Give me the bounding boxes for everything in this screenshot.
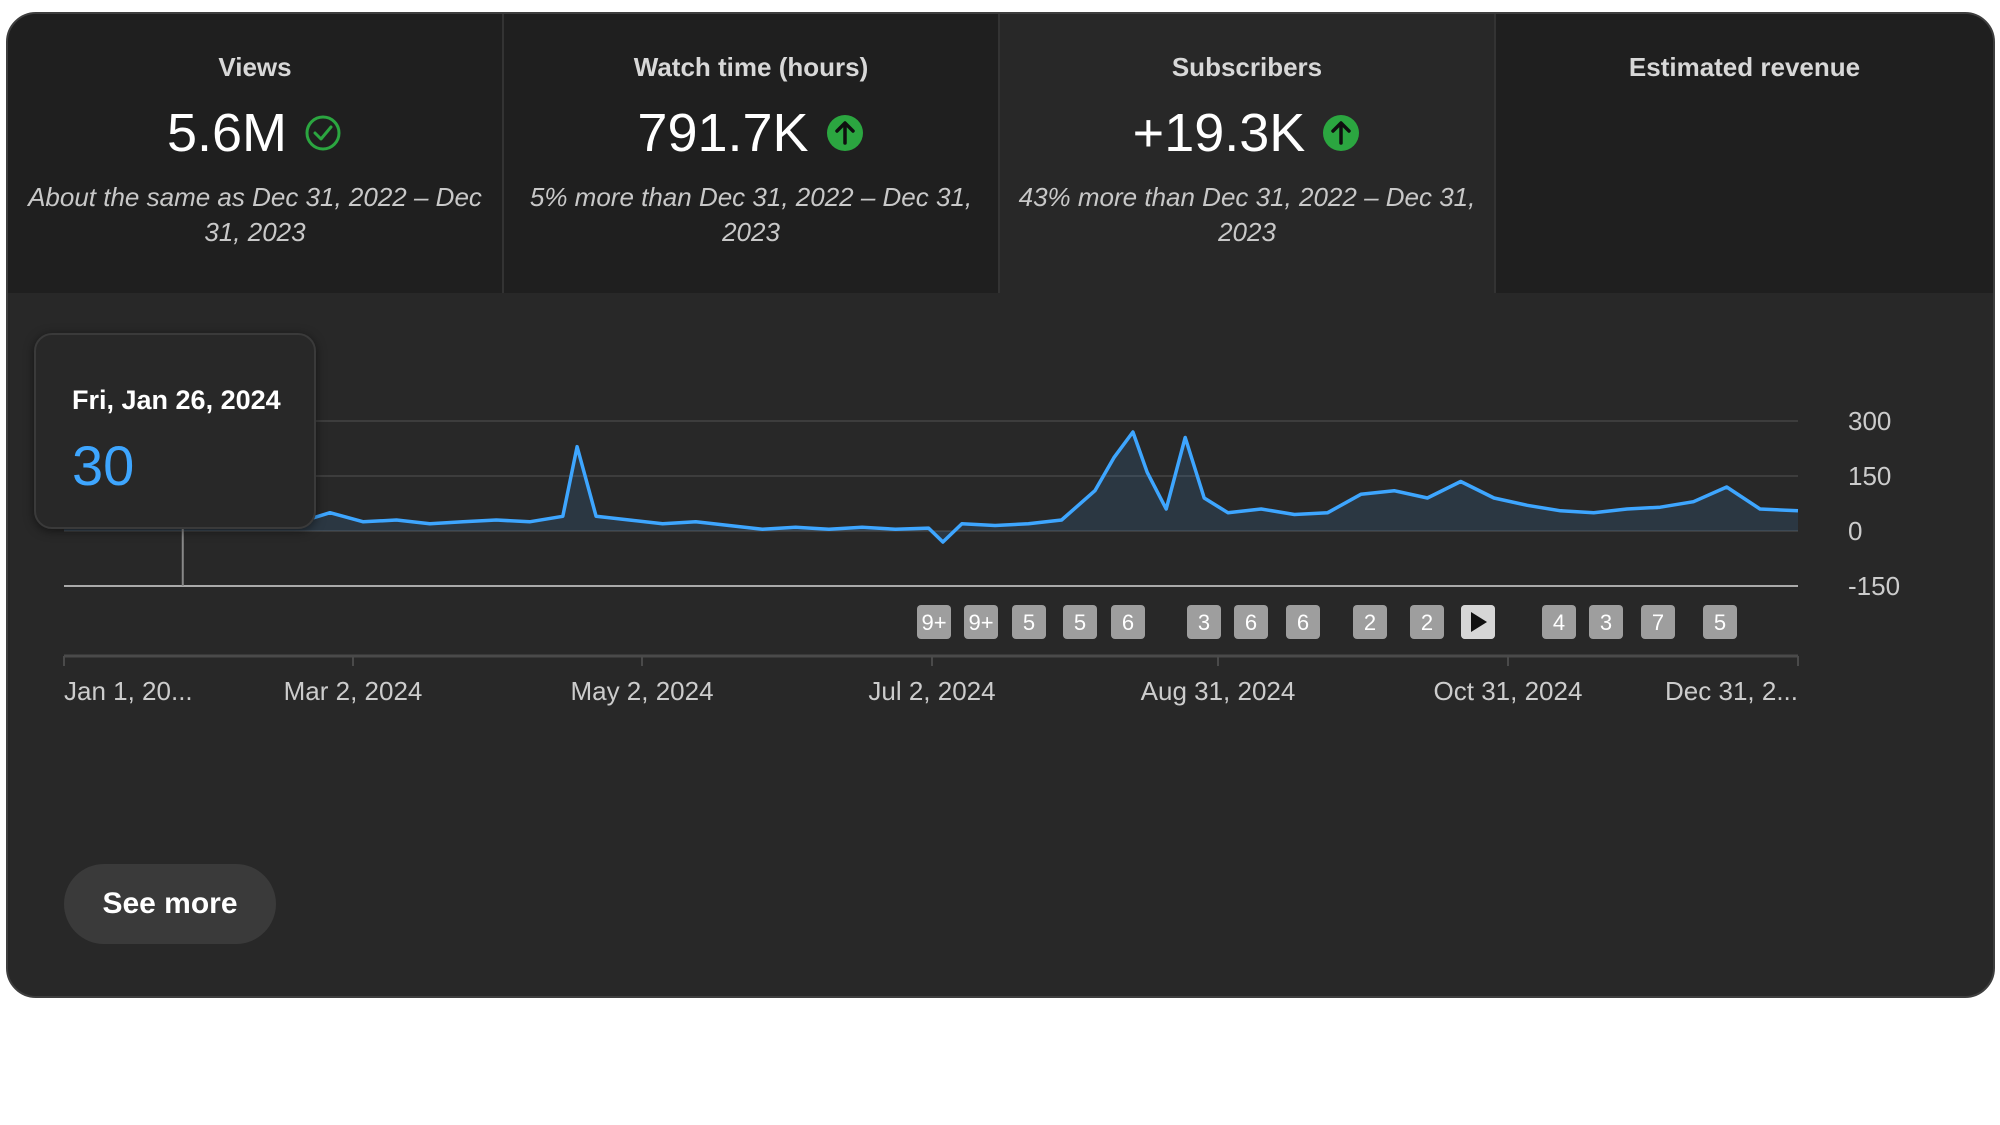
x-tick-label: May 2, 2024: [570, 676, 713, 706]
annotation-marker: [1111, 605, 1145, 639]
arrow-up-circle-icon: [826, 115, 863, 151]
y-tick-label: 300: [1848, 406, 1891, 436]
card-comparison: 43% more than Dec 31, 2022 – Dec 31, 202…: [1018, 182, 1476, 247]
annotation-label: 2: [1364, 610, 1376, 635]
annotation-marker: [1187, 605, 1221, 639]
x-tick-label: Oct 31, 2024: [1434, 676, 1583, 706]
x-tick-label: Jul 2, 2024: [868, 676, 995, 706]
play-icon: [1471, 612, 1487, 632]
card-estimated-revenue[interactable]: Estimated revenue: [1496, 14, 1993, 293]
annotation-label: 7: [1652, 610, 1664, 635]
card-views[interactable]: Views 5.6M About the same as Dec 31, 202…: [8, 14, 504, 293]
annotation-marker: [917, 605, 951, 639]
annotation-label: 9+: [968, 610, 993, 635]
line-chart[interactable]: 300 150 0 -150 Jan 1, 20... Mar 2, 2024 May 2,…: [8, 293, 1993, 853]
x-tick-label: Dec 31, 2...: [1665, 676, 1798, 706]
x-tick-label: Mar 2, 2024: [284, 676, 423, 706]
see-more-button[interactable]: See more: [64, 864, 276, 944]
chart-tooltip: Fri, Jan 26, 2024 30: [34, 333, 316, 529]
annotation-marker: [1012, 605, 1046, 639]
card-label: Estimated revenue: [1628, 52, 1861, 82]
tooltip-date: Fri, Jan 26, 2024: [72, 385, 281, 415]
annotation-marker: [1410, 605, 1444, 639]
analytics-panel: Views 5.6M About the same as Dec 31, 202…: [6, 12, 1995, 998]
annotation-label: 2: [1421, 610, 1433, 635]
annotation-marker: [964, 605, 998, 639]
check-circle-icon: [305, 115, 341, 151]
x-tick-label: Jan 1, 20...: [64, 676, 193, 706]
annotation-label: 6: [1122, 610, 1134, 635]
annotation-label: 5: [1023, 610, 1035, 635]
card-label: Watch time (hours): [633, 52, 869, 82]
card-value: 5.6M: [166, 103, 288, 163]
card-label: Subscribers: [1171, 52, 1323, 82]
annotation-label: 9+: [921, 610, 946, 635]
x-tick-label: Aug 31, 2024: [1141, 676, 1296, 706]
y-tick-label: -150: [1848, 571, 1900, 601]
series-line: [63, 430, 1799, 544]
card-value: 791.7K: [637, 103, 809, 163]
annotation-marker: [1703, 605, 1737, 639]
annotation-label: 5: [1714, 610, 1726, 635]
card-label: Views: [218, 52, 292, 82]
annotation-label: 4: [1553, 610, 1565, 635]
annotation-marker: [1234, 605, 1268, 639]
annotation-marker: [1542, 605, 1576, 639]
tooltip-value: 30: [72, 434, 135, 497]
annotation-marker: [1589, 605, 1623, 639]
annotation-marker: [1286, 605, 1320, 639]
annotation-label: 6: [1245, 610, 1257, 635]
annotation-label: 5: [1074, 610, 1086, 635]
annotation-label: 3: [1600, 610, 1612, 635]
card-watch-time[interactable]: Watch time (hours) 791.7K 5% more than D…: [504, 14, 1000, 293]
y-tick-label: 0: [1848, 516, 1862, 546]
card-comparison: About the same as Dec 31, 2022 – Dec 31,…: [28, 182, 482, 247]
annotation-marker: [1641, 605, 1675, 639]
arrow-up-circle-icon: [1323, 115, 1360, 151]
card-subscribers[interactable]: Subscribers +19.3K 43% more than Dec 31,…: [1000, 14, 1496, 293]
annotation-marker: [1063, 605, 1097, 639]
annotation-label: 3: [1198, 610, 1210, 635]
series-area: [64, 432, 1798, 542]
card-value: +19.3K: [1132, 103, 1306, 163]
card-comparison: 5% more than Dec 31, 2022 – Dec 31, 2023: [529, 182, 973, 247]
metric-cards: Views 5.6M About the same as Dec 31, 202…: [8, 14, 1993, 293]
annotation-label: 6: [1297, 610, 1309, 635]
y-tick-label: 150: [1848, 461, 1891, 491]
annotation-marker: [1353, 605, 1387, 639]
chart-area: 300 150 0 -150 Jan 1, 20... Mar 2, 2024 May 2,…: [8, 293, 1993, 853]
